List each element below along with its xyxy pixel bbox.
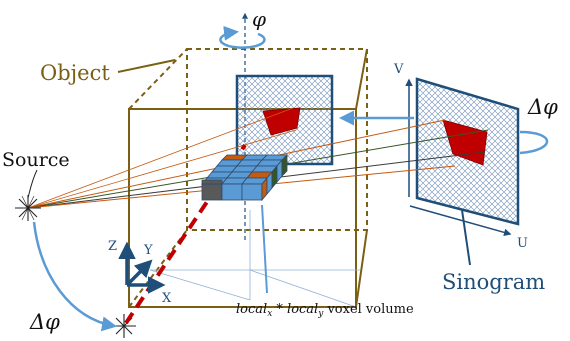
source-label-leader — [27, 169, 38, 199]
axis-u-label: U — [517, 236, 528, 251]
sinogram-projection-shape — [442, 119, 488, 166]
source-label: Source — [2, 149, 70, 171]
voxel-local-y: local — [287, 302, 318, 317]
object-box-edge-bottom-right — [355, 229, 368, 308]
axis-v-label: V — [393, 62, 404, 77]
voxel-volume-caption: localx * localy voxel volume — [236, 302, 414, 319]
sinogram-label: Sinogram — [442, 270, 545, 294]
object-box-edge-top-right — [355, 48, 368, 110]
rotation-arrow-sinogram-outer — [519, 130, 549, 155]
voxel-local-x: local — [236, 302, 267, 317]
source-star-rotated — [112, 314, 136, 338]
phi-top-label: φ — [252, 7, 266, 31]
sinogram-label-leader — [461, 209, 471, 266]
source-rotation-arc — [32, 221, 117, 332]
axis-z-label: Z — [108, 239, 117, 254]
delta-phi-left-label: Δφ — [29, 310, 60, 334]
rotation-arrow-top — [219, 25, 266, 49]
voxel-block — [201, 154, 288, 202]
voxel-volume-text: voxel volume — [323, 302, 414, 317]
back-projection-shape — [262, 107, 301, 136]
object-box-edge-bottom-left — [128, 229, 188, 308]
voxel-sub-y: y — [317, 309, 324, 319]
object-label: Object — [40, 61, 110, 85]
axis-y-label: Y — [143, 243, 153, 258]
object-box-back-face — [186, 48, 368, 231]
axes-triad — [118, 241, 166, 294]
source-star — [15, 195, 41, 221]
object-box-edge-top-left — [128, 48, 188, 110]
axis-u-arrow — [409, 205, 512, 236]
voxel-mult: * — [272, 302, 287, 317]
axis-x-label: X — [162, 291, 172, 306]
voxel-sub-x: x — [267, 309, 272, 319]
floor-guides — [149, 210, 360, 308]
voxel-label-leader — [261, 204, 268, 294]
delta-phi-right-label: Δφ — [527, 95, 558, 119]
object-label-leader — [117, 59, 176, 73]
